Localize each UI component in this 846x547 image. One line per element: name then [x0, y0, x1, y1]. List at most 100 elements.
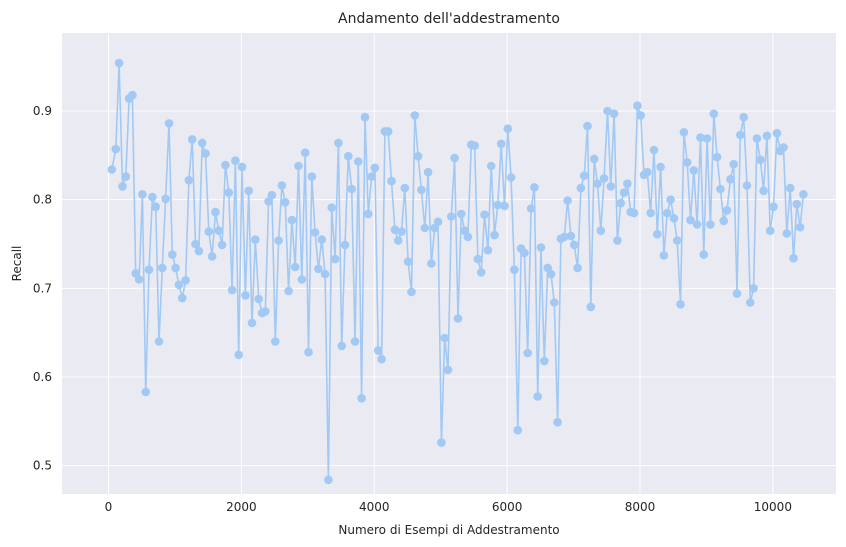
data-point: [765, 226, 775, 235]
data-point: [656, 162, 665, 172]
data-point: [500, 201, 509, 211]
data-point: [463, 232, 473, 242]
data-point: [679, 128, 689, 137]
data-point: [138, 190, 147, 199]
data-point: [320, 269, 330, 279]
data-point: [201, 149, 210, 158]
data-point: [290, 262, 300, 272]
data-point: [447, 212, 456, 221]
data-point: [370, 163, 380, 173]
data-point: [334, 138, 343, 148]
data-point: [118, 182, 127, 191]
data-point: [759, 186, 768, 196]
data-point: [237, 162, 247, 172]
data-point: [490, 230, 499, 240]
data-point: [772, 128, 782, 138]
data-point: [662, 208, 672, 218]
plot-background: [62, 33, 836, 494]
data-point: [271, 337, 280, 346]
data-point: [553, 417, 562, 427]
data-point: [307, 172, 317, 181]
data-point: [789, 253, 798, 263]
data-point: [473, 254, 483, 264]
data-point: [337, 341, 347, 351]
data-point: [583, 121, 592, 131]
data-point: [520, 248, 529, 258]
data-point: [596, 226, 606, 235]
data-point: [280, 198, 290, 207]
data-point: [151, 202, 160, 212]
data-point: [450, 153, 459, 163]
data-point: [506, 173, 516, 182]
data-point: [603, 106, 612, 116]
x-tick-label: 4000: [359, 500, 390, 514]
data-point: [427, 259, 436, 268]
data-point: [254, 294, 263, 304]
data-point: [649, 145, 659, 155]
data-point: [227, 285, 237, 295]
data-point: [736, 130, 745, 140]
data-point: [696, 133, 705, 142]
data-point: [284, 286, 293, 296]
data-point: [779, 143, 788, 152]
data-point: [114, 58, 124, 68]
data-point: [633, 101, 642, 110]
data-point: [653, 229, 662, 239]
data-point: [782, 229, 792, 238]
x-tick-labels: 0 2000 4000 6000 8000 10000: [105, 500, 792, 514]
data-point: [530, 183, 539, 192]
data-point: [340, 240, 350, 250]
data-point: [496, 139, 506, 149]
data-point: [128, 90, 137, 100]
data-point: [579, 171, 589, 180]
x-tick-label: 10000: [754, 500, 792, 514]
data-point: [168, 250, 177, 259]
data-point: [546, 269, 556, 279]
data-point: [121, 172, 131, 181]
data-point: [682, 158, 692, 167]
data-point: [676, 300, 685, 309]
data-point: [510, 265, 519, 275]
x-tick-label: 6000: [492, 500, 523, 514]
data-point: [699, 250, 709, 259]
data-point: [304, 347, 313, 357]
data-point: [756, 155, 765, 165]
data-point: [476, 268, 486, 277]
data-point: [111, 144, 121, 154]
y-tick-label: 0.5: [33, 459, 52, 473]
data-point: [523, 348, 532, 358]
data-point: [480, 210, 489, 219]
data-point: [686, 215, 695, 225]
data-point: [709, 109, 719, 118]
data-point: [457, 209, 466, 219]
data-series: [107, 58, 808, 485]
data-point: [569, 240, 579, 250]
data-point: [613, 236, 622, 245]
data-point: [643, 167, 652, 177]
data-point: [483, 245, 493, 255]
data-point: [267, 190, 277, 200]
data-point: [274, 236, 283, 245]
data-point: [234, 350, 243, 360]
data-point: [367, 172, 376, 181]
data-point: [158, 263, 167, 273]
data-point: [324, 475, 333, 485]
data-point: [616, 198, 625, 208]
data-point: [795, 222, 805, 232]
data-point: [749, 284, 758, 293]
data-point: [191, 239, 200, 249]
data-point: [746, 298, 755, 307]
data-point: [251, 235, 260, 244]
data-point: [144, 265, 154, 275]
data-point: [722, 206, 732, 215]
y-axis-label: Recall: [10, 246, 24, 282]
data-point: [261, 307, 270, 316]
data-point: [297, 275, 307, 284]
data-point: [134, 275, 144, 284]
data-point: [161, 194, 170, 204]
data-point: [762, 131, 772, 141]
data-point: [440, 333, 450, 343]
data-point: [214, 226, 224, 235]
data-point: [470, 141, 479, 150]
data-point: [576, 183, 586, 193]
